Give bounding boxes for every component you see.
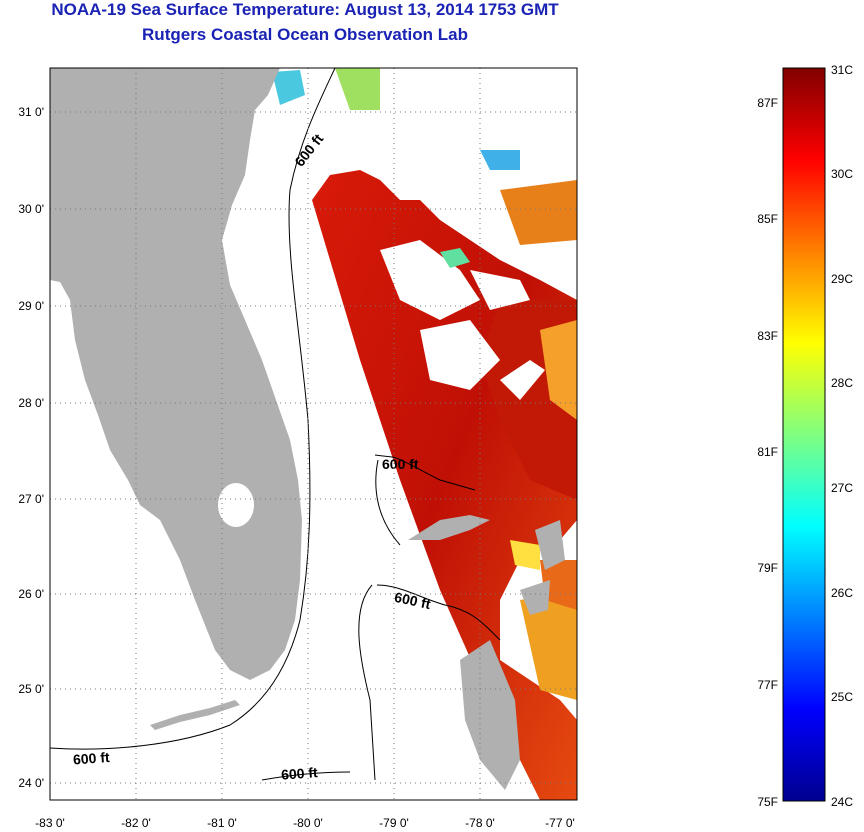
latitude-label: 31 0' xyxy=(18,105,44,119)
latitude-label: 28 0' xyxy=(18,396,44,410)
latitude-axis: 31 0' 30 0' 29 0' 28 0' 27 0' 26 0' 25 0… xyxy=(18,105,44,790)
bahamas-land xyxy=(408,515,565,790)
contour-label: 600 ft xyxy=(72,749,110,768)
contour-label: 600 ft xyxy=(281,764,319,783)
lake-okeechobee xyxy=(218,483,254,527)
longitude-label: -78 0' xyxy=(465,816,495,830)
map-title: NOAA-19 Sea Surface Temperature: August … xyxy=(51,0,559,19)
longitude-label: -77 0' xyxy=(545,816,575,830)
sst-swath xyxy=(272,68,577,800)
contour-label: 600 ft xyxy=(382,456,419,472)
map-subtitle: Rutgers Coastal Ocean Observation Lab xyxy=(142,25,468,44)
florida-keys xyxy=(150,700,240,730)
longitude-axis: -83 0' -82 0' -81 0' -80 0' -79 0' -78 0… xyxy=(35,816,575,830)
map-frame xyxy=(49,67,578,801)
map-gridlines xyxy=(50,68,577,800)
latitude-label: 29 0' xyxy=(18,299,44,313)
latitude-label: 30 0' xyxy=(18,202,44,216)
longitude-label: -82 0' xyxy=(121,816,151,830)
latitude-label: 25 0' xyxy=(18,682,44,696)
longitude-label: -83 0' xyxy=(35,816,65,830)
florida-land xyxy=(50,68,302,680)
longitude-label: -80 0' xyxy=(293,816,323,830)
longitude-label: -81 0' xyxy=(207,816,237,830)
latitude-label: 27 0' xyxy=(18,492,44,506)
bathymetry-contours xyxy=(50,68,501,781)
latitude-label: 24 0' xyxy=(18,776,44,790)
latitude-label: 26 0' xyxy=(18,587,44,601)
contour-label: 600 ft xyxy=(393,589,432,612)
longitude-label: -79 0' xyxy=(379,816,409,830)
